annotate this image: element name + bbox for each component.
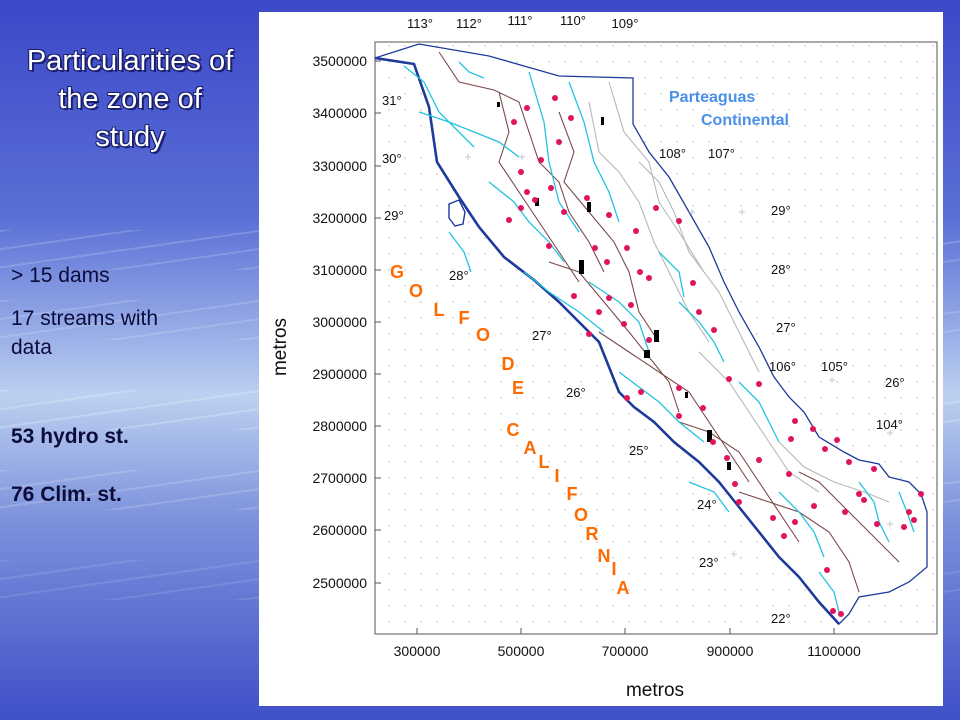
gulf-letter: G [390,262,404,282]
y-tick-label: 3100000 [312,262,367,278]
title-line: the zone of [58,83,202,115]
divide-label-line1: Parteaguas [669,89,755,106]
y-tick-label: 2700000 [312,470,367,486]
coordinate-label: 26° [885,375,905,390]
coastline [374,56,840,625]
gulf-letter: R [586,524,599,544]
coordinate-label: 31° [382,93,402,108]
island [448,199,466,227]
coordinate-label: 27° [776,320,796,335]
axis-ticks [375,60,835,634]
map-panel: 300000 500000 700000 900000 1100000 3500… [259,12,943,706]
y-tick-label: 2500000 [312,575,367,591]
gulf-letter: E [512,378,524,398]
title-line: Particularities of [26,45,234,77]
coordinate-label: 105° [821,359,848,374]
gulf-letter: A [524,438,537,458]
bullet-dams: > 15 dams [11,264,110,287]
grid-crosses [465,154,893,557]
y-tick-labels: 3500000 3400000 3300000 3200000 3100000 … [312,53,367,591]
bullet-climate-stations: 76 Clim. st. [11,483,122,506]
coordinate-label: 28° [771,262,791,277]
y-tick-label: 3500000 [312,53,367,69]
x-tick-label: 500000 [498,643,545,659]
y-tick-label: 2600000 [312,522,367,538]
bullet-hydro-stations: 53 hydro st. [11,425,129,448]
coordinate-label: 28° [449,268,469,283]
longitude-label: 111° [508,13,533,28]
rivers [403,61,915,613]
gulf-letter: C [507,420,520,440]
gulf-letter: O [476,325,490,345]
watershed-boundaries [438,51,900,593]
study-zone-map: 300000 500000 700000 900000 1100000 3500… [270,13,938,701]
inner-coordinate-labels: 31° 30° 29° 28° 27° 26° 25° 24° 23° 22° … [382,93,905,626]
coordinate-label: 30° [382,151,402,166]
coordinate-label: 26° [566,385,586,400]
y-tick-label: 3300000 [312,158,367,174]
divide-label-line2: Continental [701,112,789,129]
x-tick-label: 700000 [602,643,649,659]
longitude-label: 113° [407,16,433,31]
coordinate-label: 104° [876,417,903,432]
coordinate-label: 25° [629,443,649,458]
x-tick-label: 900000 [707,643,754,659]
gulf-letter: F [459,308,470,328]
x-tick-label: 1100000 [807,643,861,659]
gulf-letter: D [502,354,515,374]
y-tick-label: 2900000 [312,366,367,382]
coordinate-label: 107° [708,146,735,161]
gulf-letter: I [611,559,616,579]
coordinate-label: 23° [699,555,719,570]
coordinate-label: 22° [771,611,791,626]
coordinate-label: 108° [659,146,686,161]
coordinate-label: 106° [769,359,796,374]
longitude-label: 109° [612,16,639,31]
y-tick-label: 3000000 [312,314,367,330]
gulf-letter: I [554,466,559,486]
title-line: study [95,121,165,153]
gulf-letter: L [434,300,445,320]
y-axis-title: metros [270,318,291,376]
slide-title: Particularities of the zone of study [10,42,250,156]
x-tick-labels: 300000 500000 700000 900000 1100000 [394,643,861,659]
stations [506,95,924,617]
top-longitude-labels: 113° 112° 111° 110° 109° [407,13,638,31]
coordinate-label: 29° [771,203,791,218]
gulf-letter: O [574,505,588,525]
bullet-streams-cont: data [11,336,52,359]
y-tick-label: 3400000 [312,105,367,121]
coordinate-label: 24° [697,497,717,512]
coordinate-label: 29° [384,208,404,223]
gulf-letter: O [409,281,423,301]
x-axis-title: metros [626,680,684,701]
y-tick-label: 2800000 [312,418,367,434]
gulf-letter: N [598,546,611,566]
longitude-label: 112° [456,16,482,31]
bullet-streams: 17 streams with [11,307,159,330]
longitude-label: 110° [560,13,586,28]
gulf-label: G O L F O D E C A L I F O R N I A [390,262,630,598]
map-frame [374,41,938,635]
y-tick-label: 3200000 [312,210,367,226]
sub-basin-lines [588,81,890,503]
gulf-letter: F [567,484,578,504]
coordinate-label: 27° [532,328,552,343]
gulf-letter: L [539,452,550,472]
x-tick-label: 300000 [394,643,441,659]
gulf-letter: A [617,578,630,598]
